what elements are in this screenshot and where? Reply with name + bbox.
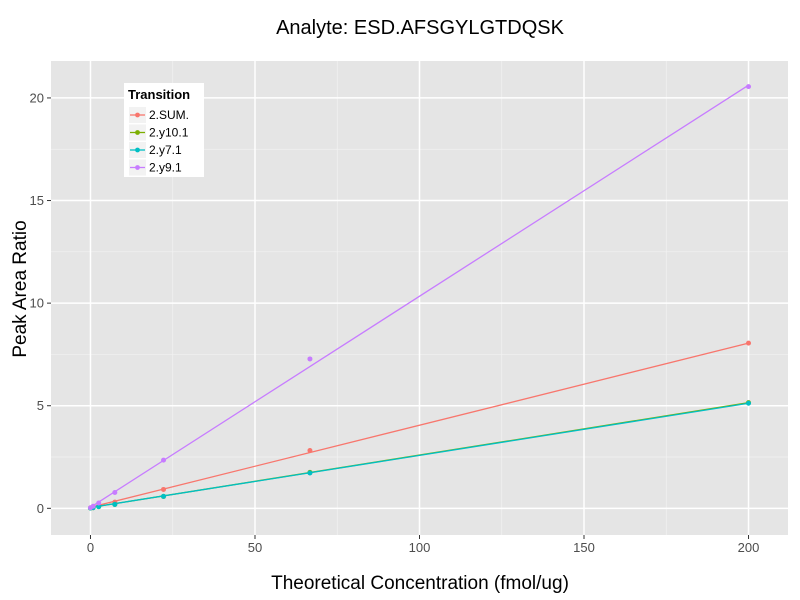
legend-label: 2.SUM. xyxy=(149,108,189,122)
fit-line xyxy=(90,342,749,508)
legend-key-point xyxy=(135,112,140,118)
legend-item: 2.y9.1 xyxy=(129,159,182,176)
data-point xyxy=(307,470,313,476)
data-point xyxy=(161,493,167,499)
legend-item: 2.SUM. xyxy=(129,107,189,123)
legend-label: 2.y9.1 xyxy=(149,161,182,175)
x-axis-title: Theoretical Concentration (fmol/ug) xyxy=(271,573,569,594)
x-tick-label: 100 xyxy=(409,540,431,555)
data-point xyxy=(307,447,313,453)
x-tick-label: 200 xyxy=(738,540,760,555)
data-point xyxy=(112,490,118,496)
data-point xyxy=(746,340,752,346)
x-tick-label: 150 xyxy=(573,540,595,555)
y-tick-label: 5 xyxy=(37,398,44,413)
chart-title: Analyte: ESD.AFSGYLGTDQSK xyxy=(276,17,565,39)
data-point xyxy=(307,356,313,362)
y-tick-label: 0 xyxy=(37,501,44,516)
legend-label: 2.y10.1 xyxy=(149,126,189,140)
legend-label: 2.y7.1 xyxy=(149,143,182,157)
data-point xyxy=(112,501,118,507)
y-axis-title: Peak Area Ratio xyxy=(10,220,31,357)
legend-title: Transition xyxy=(128,87,190,102)
axis-ticks: 0 50 100 150 200 0 5 10 15 20 xyxy=(30,90,760,555)
legend-key-point xyxy=(135,165,140,170)
legend: Transition 2.SUM. 2.y10.1 2.y7.1 2.y9.1 xyxy=(124,83,204,177)
legend-item: 2.y10.1 xyxy=(129,124,189,141)
fit-line xyxy=(90,402,749,509)
fit-line xyxy=(90,84,749,508)
data-point xyxy=(746,84,752,90)
data-point xyxy=(96,500,102,506)
y-tick-label: 20 xyxy=(30,90,44,105)
series-2-y9-1 xyxy=(87,84,752,511)
data-point xyxy=(161,457,167,463)
x-tick-label: 50 xyxy=(248,540,262,555)
legend-key-point xyxy=(135,147,140,153)
data-point xyxy=(161,486,167,492)
data-point xyxy=(746,400,752,406)
series-layer xyxy=(87,84,752,511)
data-point xyxy=(90,503,96,509)
legend-item: 2.y7.1 xyxy=(129,142,182,158)
y-tick-label: 10 xyxy=(30,296,44,311)
data-point xyxy=(96,504,102,510)
y-tick-label: 15 xyxy=(30,193,44,208)
x-tick-label: 0 xyxy=(87,540,94,555)
legend-key-point xyxy=(135,130,140,135)
